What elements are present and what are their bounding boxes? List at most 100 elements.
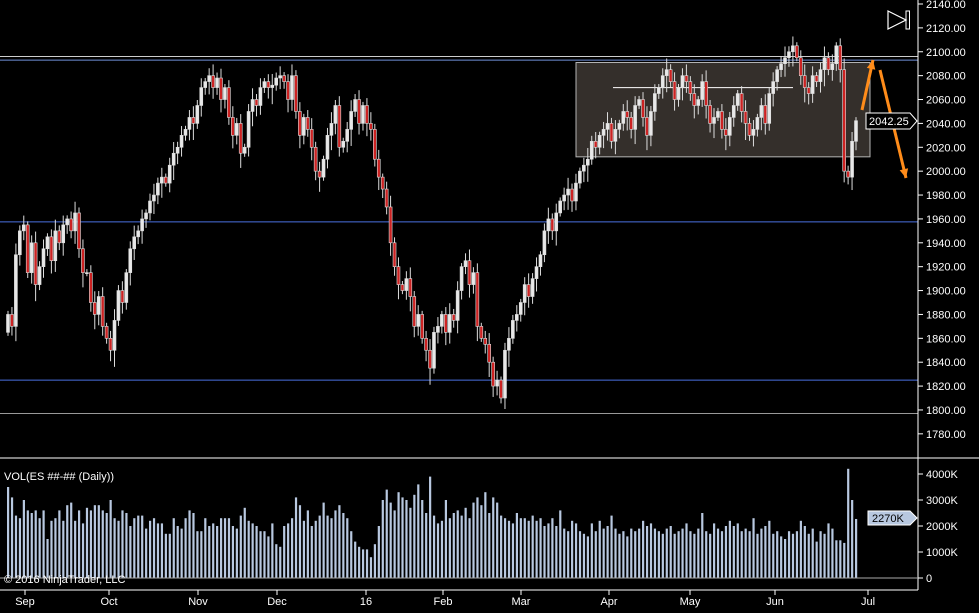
candle-body	[211, 75, 215, 88]
candle-body	[593, 141, 598, 148]
candle	[436, 317, 440, 344]
candle	[814, 72, 819, 87]
volume-bar	[748, 531, 751, 578]
time-tick-label: Oct	[100, 596, 117, 608]
candle	[735, 89, 740, 111]
volume-bar	[432, 515, 436, 578]
candle	[37, 261, 42, 291]
candle-body	[69, 218, 73, 232]
candle-body	[424, 338, 428, 351]
volume-bar	[511, 523, 515, 578]
candle-body	[550, 218, 555, 232]
volume-bar	[693, 533, 696, 578]
candle-body	[735, 93, 740, 106]
candle	[156, 177, 160, 205]
candle-body	[298, 111, 302, 136]
candle	[376, 149, 381, 191]
candle-body	[601, 129, 606, 136]
candle-body	[795, 45, 799, 59]
candle-body	[388, 206, 393, 244]
volume-bar	[444, 500, 448, 578]
play-icon[interactable]	[887, 10, 910, 30]
volume-bar	[381, 500, 384, 578]
candle	[696, 95, 701, 115]
candle	[317, 161, 322, 192]
candle	[404, 271, 409, 300]
time-tick-label: Sep	[15, 596, 35, 608]
price-tick-label: 1780.00	[926, 429, 966, 441]
candle	[704, 70, 708, 119]
candle	[258, 78, 263, 115]
candle	[108, 330, 113, 362]
candle	[724, 118, 728, 151]
candle-body	[171, 152, 176, 166]
candle	[321, 155, 326, 181]
volume-bar	[709, 533, 712, 578]
candle	[191, 106, 196, 140]
volume-bar	[318, 515, 321, 578]
candle-body	[447, 314, 452, 333]
candle	[518, 298, 523, 322]
candle	[641, 92, 645, 127]
volume-bar	[93, 505, 96, 578]
volume-bar	[555, 526, 558, 578]
candle-body	[420, 314, 424, 339]
volume-bar	[452, 513, 455, 578]
volume-bar	[62, 520, 65, 578]
candle	[305, 110, 310, 137]
candle	[203, 78, 208, 95]
volume-bar	[204, 518, 207, 578]
volume-bar	[760, 528, 763, 578]
volume-bar	[440, 520, 444, 578]
volume-bar	[685, 523, 688, 578]
volume-bar	[97, 505, 100, 578]
candle	[554, 203, 559, 246]
candle	[81, 239, 85, 288]
volume-tick-label: 1000K	[926, 547, 958, 559]
candle-body	[720, 111, 724, 130]
candle	[499, 376, 503, 404]
candle-body	[633, 105, 637, 130]
price-tick-label: 2120.00	[926, 23, 966, 35]
candle	[41, 239, 46, 278]
price-tick-label: 2020.00	[926, 142, 966, 154]
candle-body	[771, 81, 775, 94]
candle-body	[136, 230, 140, 238]
candle	[467, 249, 472, 298]
candle	[716, 107, 720, 122]
volume-bar	[377, 526, 380, 578]
volume-bar	[507, 520, 511, 578]
candle-body	[258, 87, 263, 106]
volume-bar	[141, 515, 144, 578]
candle-body	[692, 93, 697, 106]
candle-body	[89, 272, 93, 303]
candle-body	[625, 111, 630, 118]
candle-body	[526, 284, 531, 297]
volume-bar	[677, 531, 680, 578]
candle-body	[854, 120, 858, 142]
volume-bar	[803, 526, 806, 578]
candle-body	[231, 117, 235, 136]
last-volume-label: 2270K	[872, 513, 904, 525]
time-tick-label: 16	[360, 596, 372, 608]
volume-bar	[279, 546, 282, 578]
candle	[491, 356, 495, 397]
candle	[231, 106, 235, 149]
candle-body	[791, 45, 795, 53]
candle-body	[763, 105, 768, 124]
volume-bar	[117, 520, 120, 578]
candle-body	[680, 75, 685, 88]
candle-body	[183, 129, 188, 136]
candle	[538, 251, 543, 276]
candle-body	[96, 296, 101, 315]
candle-body	[495, 379, 499, 387]
candle	[61, 215, 66, 256]
candle	[392, 237, 397, 276]
volume-bar	[180, 528, 183, 578]
candle-body	[806, 87, 811, 94]
candle-body	[818, 69, 823, 82]
volume-bar	[121, 510, 124, 578]
candle-body	[199, 87, 204, 106]
